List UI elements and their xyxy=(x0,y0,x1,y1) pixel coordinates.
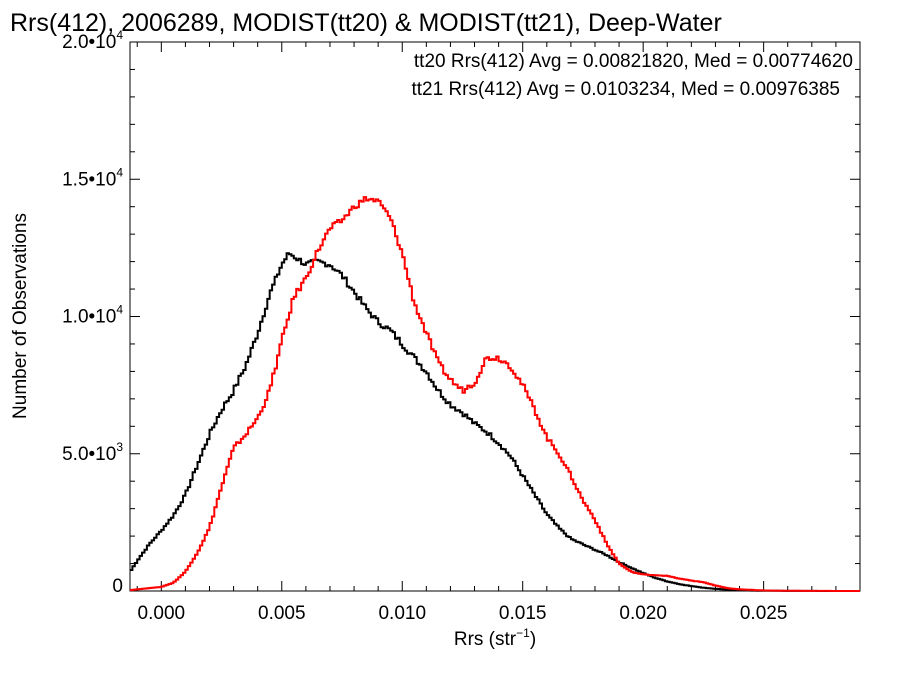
x-tick-label: 0.010 xyxy=(378,603,426,624)
y-axis-label: Number of Observations xyxy=(10,213,31,419)
x-tick-label: 0.005 xyxy=(258,603,306,624)
series-line-tt21 xyxy=(130,196,860,592)
y-tick-label: 1.0•104 xyxy=(62,303,123,328)
x-axis-label: Rrs (str−1) xyxy=(454,626,536,650)
x-tick-label: 0.020 xyxy=(619,603,667,624)
legend-entry-tt20: tt20 Rrs(412) Avg = 0.00821820, Med = 0.… xyxy=(414,51,853,72)
y-tick-label: 0 xyxy=(112,576,123,597)
x-tick-label: 0.000 xyxy=(138,603,186,624)
x-tick-label: 0.015 xyxy=(499,603,547,624)
chart-title: Rrs(412), 2006289, MODIST(tt20) & MODIST… xyxy=(10,9,722,37)
legend-entry-tt21: tt21 Rrs(412) Avg = 0.0103234, Med = 0.0… xyxy=(411,79,840,100)
series-line-tt20 xyxy=(130,252,860,592)
x-axis-label-end: ) xyxy=(530,629,536,650)
x-axis-label-sup: −1 xyxy=(516,626,530,640)
x-tick-label: 0.025 xyxy=(740,603,788,624)
y-tick-label: 2.0•104 xyxy=(62,28,123,53)
axis-ticks: 0.000 0.005 0.010 0.015 0.020 0.025 0 5.0•103 1.… xyxy=(62,28,861,624)
plot-frame xyxy=(129,41,861,592)
y-tick-label: 1.5•104 xyxy=(62,165,123,190)
y-tick-label: 5.0•103 xyxy=(62,440,123,465)
series-layer xyxy=(130,196,860,592)
x-axis-label-main: Rrs (str xyxy=(454,629,517,650)
